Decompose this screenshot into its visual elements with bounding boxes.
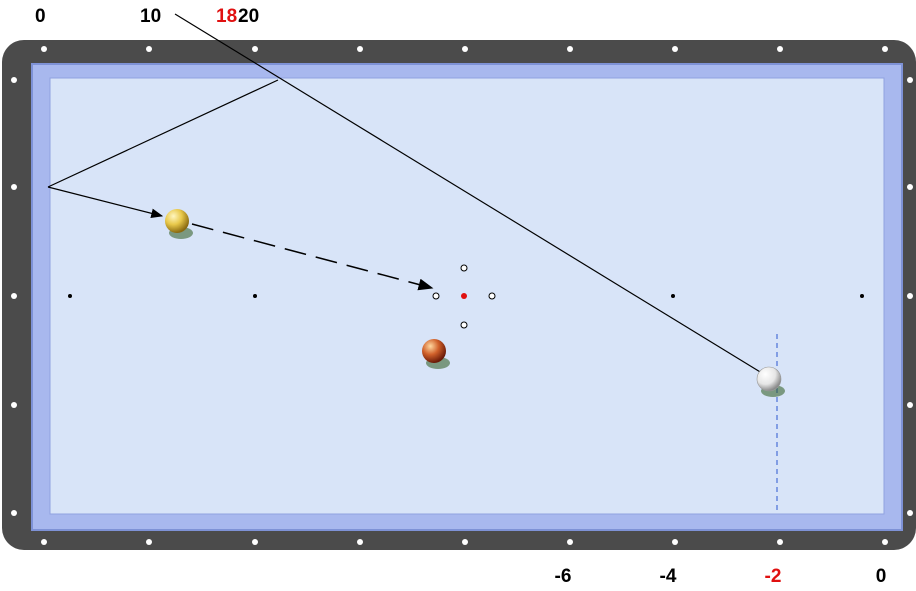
spot: [860, 294, 864, 298]
bottom-rail-diamonds: [41, 539, 888, 545]
diamond: [462, 46, 468, 52]
diamond: [41, 46, 47, 52]
diamond: [11, 402, 17, 408]
spot: [68, 294, 72, 298]
diamond: [907, 293, 913, 299]
cue-aim-line: [174, 13, 771, 379]
top-scale-label-10: 10: [140, 6, 162, 27]
target-center-dot: [461, 293, 467, 299]
diamond: [11, 184, 17, 190]
diamond: [882, 46, 888, 52]
spot: [671, 294, 675, 298]
top-scale-label-20: 20: [238, 6, 260, 27]
white-cue-ball: [756, 366, 785, 397]
diamond: [357, 539, 363, 545]
diamond: [882, 539, 888, 545]
diamond: [146, 539, 152, 545]
diamond: [41, 539, 47, 545]
red-ball: [422, 339, 450, 369]
top-scale-label-0: 0: [35, 6, 46, 27]
right-rail-diamonds: [907, 77, 913, 516]
diamond: [907, 184, 913, 190]
yellow-ball: [165, 209, 193, 239]
diamond: [907, 402, 913, 408]
diamond: [567, 539, 573, 545]
bottom-scale-label-neg2: -2: [764, 566, 782, 587]
diamond: [907, 510, 913, 516]
bottom-scale-label-neg6: -6: [554, 566, 572, 587]
spot: [253, 294, 257, 298]
top-rail-diamonds: [41, 46, 888, 52]
diamond: [11, 510, 17, 516]
cloth-spots: [68, 294, 864, 298]
path-to-yellow-arrow: [47, 186, 164, 218]
diamond: [777, 46, 783, 52]
top-scale-label-18: 18: [216, 6, 238, 27]
target-marker: [432, 264, 496, 329]
diamond: [672, 46, 678, 52]
diamond: [252, 46, 258, 52]
diamond: [462, 539, 468, 545]
cushion-path-line: [47, 79, 279, 188]
bottom-scale-label-neg4: -4: [659, 566, 677, 587]
diamond: [357, 46, 363, 52]
diamond: [672, 539, 678, 545]
bottom-scale-label-0: 0: [875, 566, 887, 587]
diamond: [11, 77, 17, 83]
diamond: [907, 77, 913, 83]
diamond: [252, 539, 258, 545]
diamond: [777, 539, 783, 545]
diamond: [146, 46, 152, 52]
dashed-path-arrow: [191, 223, 434, 291]
diamond: [567, 46, 573, 52]
diamond: [11, 293, 17, 299]
left-rail-diamonds: [11, 77, 17, 516]
